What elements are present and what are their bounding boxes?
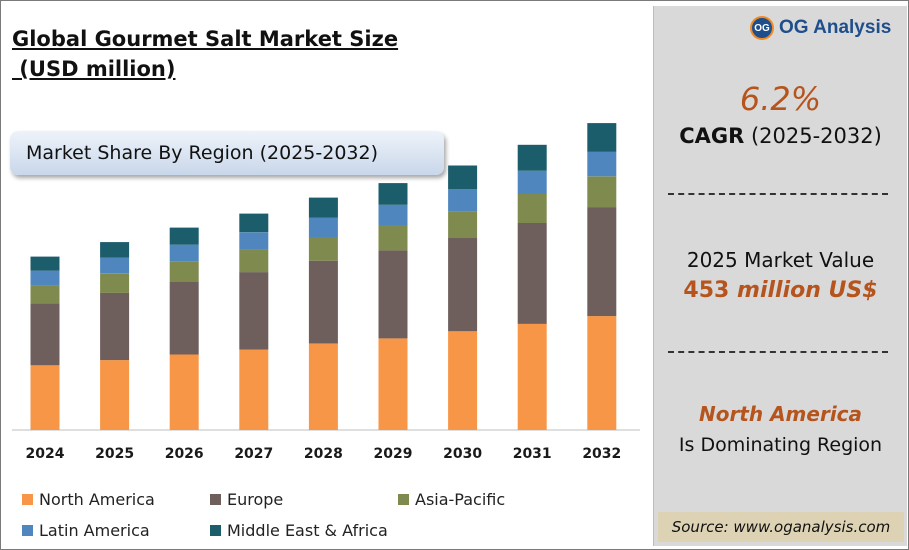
legend-item-middle-east-africa: Middle East & Africa xyxy=(210,521,388,540)
x-tick-label-2031: 2031 xyxy=(513,446,552,462)
bar-segment-2025-europe xyxy=(100,292,130,361)
source-note: Source: www.oganalysis.com xyxy=(658,512,904,542)
region-share-label: Market Share By Region (2025-2032) xyxy=(26,142,379,164)
bar-segment-2032-latin-america xyxy=(587,151,617,177)
legend-label: Latin America xyxy=(39,521,150,540)
legend-label: Europe xyxy=(227,490,284,509)
cagr-label: CAGR (2025-2032) xyxy=(654,124,907,148)
dominating-region: North America xyxy=(698,402,863,426)
bar-segment-2029-latin-america xyxy=(378,204,408,225)
bar-segment-2024-latin-america xyxy=(30,270,60,286)
market-value: 453 million US$ xyxy=(654,278,907,303)
legend-item-europe: Europe xyxy=(210,490,283,509)
legend-swatch xyxy=(210,525,221,536)
x-tick-label-2025: 2025 xyxy=(95,446,134,462)
bar-segment-2026-asia-pacific xyxy=(169,261,199,282)
bar-segment-2026-north-america xyxy=(169,354,199,430)
bar-segment-2028-asia-pacific xyxy=(308,236,338,261)
bar-segment-2030-north-america xyxy=(448,331,478,430)
bar-segment-2031-north-america xyxy=(517,323,547,430)
x-tick-label-2028: 2028 xyxy=(304,446,343,462)
bar-segment-2024-north-america xyxy=(30,365,60,430)
legend-swatch xyxy=(22,494,33,505)
bar-segment-2025-north-america xyxy=(100,360,130,430)
bar-segment-2031-latin-america xyxy=(517,170,547,194)
bar-segment-2029-europe xyxy=(378,250,408,339)
bar-segment-2030-asia-pacific xyxy=(448,211,478,238)
divider-top xyxy=(668,193,888,195)
og-logo-icon: OG xyxy=(750,16,774,40)
x-tick-label-2024: 2024 xyxy=(26,446,65,462)
stacked-bar-chart: 2024 2025 2026 2027 2028 2029 2030 2031 2032 xyxy=(12,123,640,462)
market-value-number: 453 xyxy=(683,278,730,303)
bar-segment-2027-latin-america xyxy=(239,232,269,250)
x-tick-label-2030: 2030 xyxy=(443,446,482,462)
bar-segment-2030-latin-america xyxy=(448,189,478,211)
legend-item-north-america: North America xyxy=(22,490,155,509)
bar-segment-2027-europe xyxy=(239,272,269,350)
bar-segment-2026-latin-america xyxy=(169,244,199,262)
title-line-1: Global Gourmet Salt Market Size xyxy=(12,27,399,51)
x-tick-label-2029: 2029 xyxy=(374,446,413,462)
legend-swatch xyxy=(210,494,221,505)
market-value-label: 2025 Market Value xyxy=(686,248,875,272)
bar-segment-2024-middle-east-africa xyxy=(30,256,60,271)
info-panel: OG OG Analysis 6.2% CAGR (2025-2032) 202… xyxy=(653,6,907,546)
bar-segment-2032-europe xyxy=(587,207,617,317)
bar-segment-2032-middle-east-africa xyxy=(587,123,617,152)
legend-label: Middle East & Africa xyxy=(227,521,388,540)
bar-segment-2030-middle-east-africa xyxy=(448,165,478,190)
bar-segment-2024-asia-pacific xyxy=(30,285,60,304)
bar-segment-2028-north-america xyxy=(308,343,338,430)
bar-segment-2024-europe xyxy=(30,303,60,366)
bar-segment-2027-middle-east-africa xyxy=(239,213,269,233)
x-tick-label-2027: 2027 xyxy=(234,446,273,462)
bar-segment-2027-asia-pacific xyxy=(239,249,269,273)
bar-segment-2032-north-america xyxy=(587,316,617,430)
bar-segment-2025-latin-america xyxy=(100,257,130,274)
bar-segment-2029-middle-east-africa xyxy=(378,183,408,205)
chart-title: Global Gourmet Salt Market Size (USD mil… xyxy=(12,24,398,84)
og-analysis-logo: OG OG Analysis xyxy=(750,16,891,40)
bar-segment-2028-latin-america xyxy=(308,217,338,237)
legend-item-latin-america: Latin America xyxy=(22,521,150,540)
bar-segment-2025-asia-pacific xyxy=(100,273,130,293)
bar-segment-2028-europe xyxy=(308,260,338,344)
x-tick-label-2032: 2032 xyxy=(582,446,621,462)
bar-segment-2027-north-america xyxy=(239,349,269,430)
x-tick-labels: 2024 2025 2026 2027 2028 2029 2030 2031 2032 xyxy=(26,446,622,462)
bar-segment-2026-europe xyxy=(169,282,199,355)
dominating-region-text: Is Dominating Region xyxy=(678,434,883,456)
legend-swatch xyxy=(22,525,33,536)
bar-segment-2031-middle-east-africa xyxy=(517,144,547,171)
bar-segment-2028-middle-east-africa xyxy=(308,197,338,218)
bar-segment-2032-asia-pacific xyxy=(587,176,617,208)
x-tick-label-2026: 2026 xyxy=(165,446,204,462)
cagr-value: 6.2% xyxy=(739,80,822,118)
cagr-word: CAGR xyxy=(679,124,745,148)
bar-segment-2031-asia-pacific xyxy=(517,194,547,223)
market-value-unit: million US$ xyxy=(737,278,878,303)
bar-segment-2031-europe xyxy=(517,223,547,324)
title-line-2: (USD million) xyxy=(12,57,176,81)
legend-swatch xyxy=(398,494,409,505)
bar-segment-2026-middle-east-africa xyxy=(169,227,199,245)
bar-segment-2029-north-america xyxy=(378,338,408,430)
bars-group xyxy=(30,123,617,430)
legend-label: Asia-Pacific xyxy=(415,490,506,509)
bar-segment-2029-asia-pacific xyxy=(378,225,408,251)
cagr-period: (2025-2032) xyxy=(750,124,882,148)
logo-text: OG Analysis xyxy=(779,17,892,38)
divider-bottom xyxy=(668,351,888,353)
bar-segment-2030-europe xyxy=(448,238,478,332)
legend-label: North America xyxy=(39,490,155,509)
region-share-banner: Market Share By Region (2025-2032) xyxy=(10,131,444,175)
chart-legend: North America Europe Asia-Pacific Latin Ame… xyxy=(22,490,642,546)
bar-segment-2025-middle-east-africa xyxy=(100,242,130,258)
legend-item-asia-pacific: Asia-Pacific xyxy=(398,490,505,509)
